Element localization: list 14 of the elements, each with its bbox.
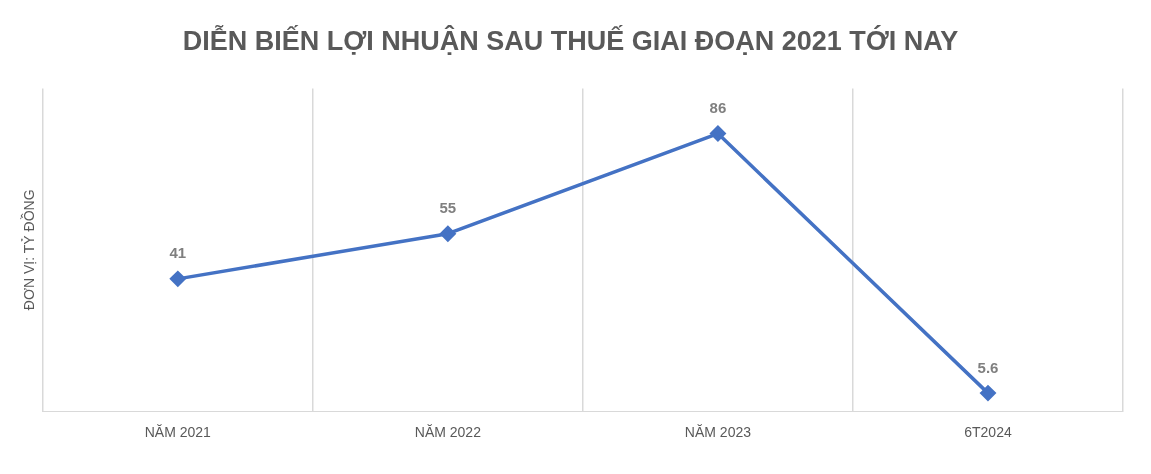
y-axis-title: ĐƠN VỊ: TỶ ĐỒNG bbox=[20, 189, 38, 311]
data-label: 5.6 bbox=[977, 358, 999, 376]
data-label: 86 bbox=[709, 99, 727, 117]
data-label: 41 bbox=[169, 244, 187, 262]
chart-title: DIỄN BIẾN LỢI NHUẬN SAU THUẾ GIAI ĐOẠN 2021 TỚI NAY bbox=[182, 24, 959, 56]
x-tick-label: NĂM 2022 bbox=[414, 424, 482, 441]
x-tick-label: NĂM 2023 bbox=[684, 424, 752, 441]
point bbox=[440, 225, 456, 242]
point bbox=[980, 385, 996, 401]
x-tick-label: 6T2024 bbox=[964, 424, 1012, 441]
x-tick-label: NĂM 2021 bbox=[144, 424, 212, 441]
data-label: 55 bbox=[439, 199, 457, 217]
point bbox=[170, 271, 186, 287]
point bbox=[710, 125, 726, 142]
